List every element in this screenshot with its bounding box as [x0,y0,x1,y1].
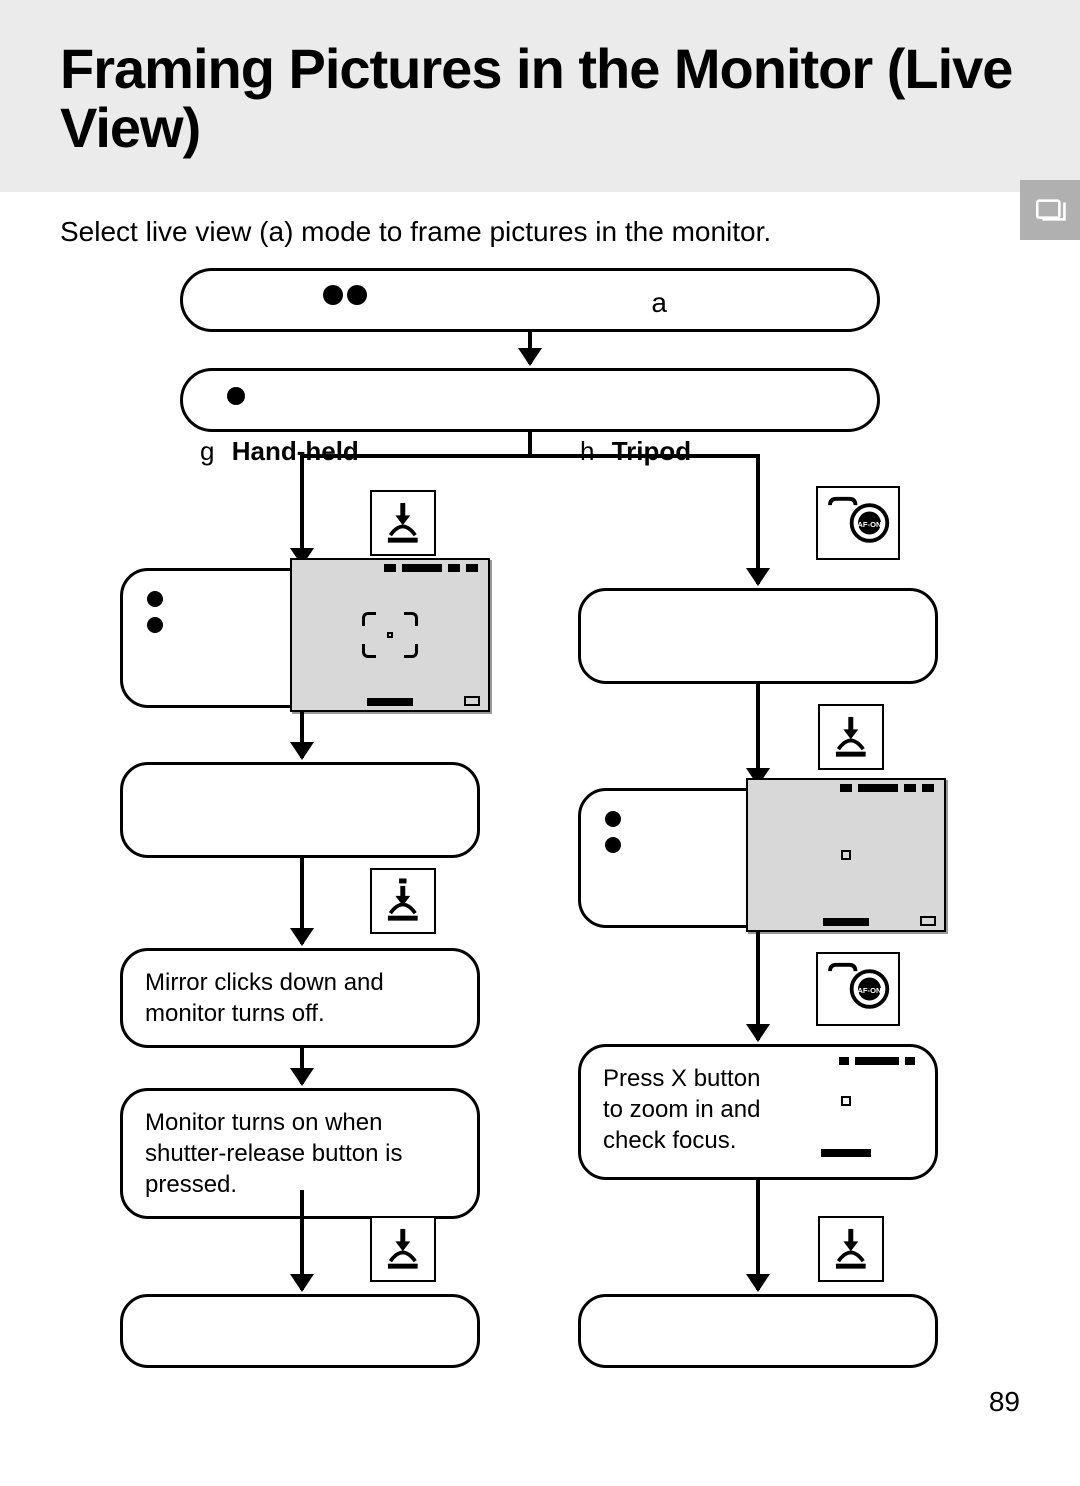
column-left-marker: g [200,436,214,466]
arrow-down-icon [300,712,304,758]
left-step-empty [120,762,480,858]
svg-text:AF-ON: AF-ON [857,985,881,994]
arrow-down-icon [300,858,304,944]
shutter-press-icon [818,704,884,770]
column-left-label: g Hand-held [200,436,359,467]
bullet-icon [605,837,621,853]
bullet-icon [147,591,163,607]
af-on-button-icon: AF-ON [816,486,900,560]
column-right-label: h Tripod [580,436,691,467]
left-step-final [120,1294,480,1368]
right-step-zoom: Press X button to zoom in and check focu… [578,1044,938,1180]
shutter-press-icon [370,1216,436,1282]
column-right-marker: h [580,436,594,466]
intro-text: Select live view (a) mode to frame pictu… [0,192,1080,258]
step-select-mode: a [180,268,880,332]
right-step-final [578,1294,938,1368]
page-number: 89 [989,1386,1020,1418]
arrow-down-icon [300,1190,304,1290]
arrow-down-icon [756,684,760,784]
list-bullet-icon [227,387,245,405]
right-step-1 [578,588,938,684]
arrow-down-icon [528,332,532,364]
monitor-preview-point [746,778,946,932]
arrow-down-icon [756,454,760,584]
shutter-press-icon [818,1216,884,1282]
arrow-down-icon [300,454,304,564]
bullet-icon [147,617,163,633]
arrow-down-icon [756,932,760,1040]
manual-page: Framing Pictures in the Monitor (Live Vi… [0,0,1080,1428]
monitor-preview-focus [290,558,490,712]
monitor-on-text: Monitor turns on when shutter-release bu… [145,1109,402,1198]
bullet-icon [605,811,621,827]
flow-diagram: a g Hand-held h Tripod [0,258,1080,1428]
mode-letter: a [651,285,667,321]
column-left-text: Hand-held [232,436,359,466]
step-select-live-view [180,368,880,432]
arrow-down-icon [300,1048,304,1084]
monitor-stack-icon [1033,193,1067,227]
left-step-mirror-down: Mirror clicks down and monitor turns off… [120,948,480,1048]
title-block: Framing Pictures in the Monitor (Live Vi… [0,0,1080,192]
connector-line [528,432,532,454]
af-on-button-icon: AF-ON [816,952,900,1026]
shutter-press-icon [370,868,436,934]
shutter-press-icon [370,490,436,556]
mode-dial-icon [323,282,367,313]
page-title: Framing Pictures in the Monitor (Live Vi… [60,40,1020,158]
mirror-text: Mirror clicks down and monitor turns off… [145,969,384,1027]
column-right-text: Tripod [612,436,691,466]
live-view-tab-icon [1020,180,1080,240]
svg-text:AF-ON: AF-ON [857,519,881,528]
zoom-text: Press X button to zoom in and check focu… [603,1063,783,1157]
arrow-down-icon [756,1180,760,1290]
zoom-monitor-preview [771,1057,921,1157]
